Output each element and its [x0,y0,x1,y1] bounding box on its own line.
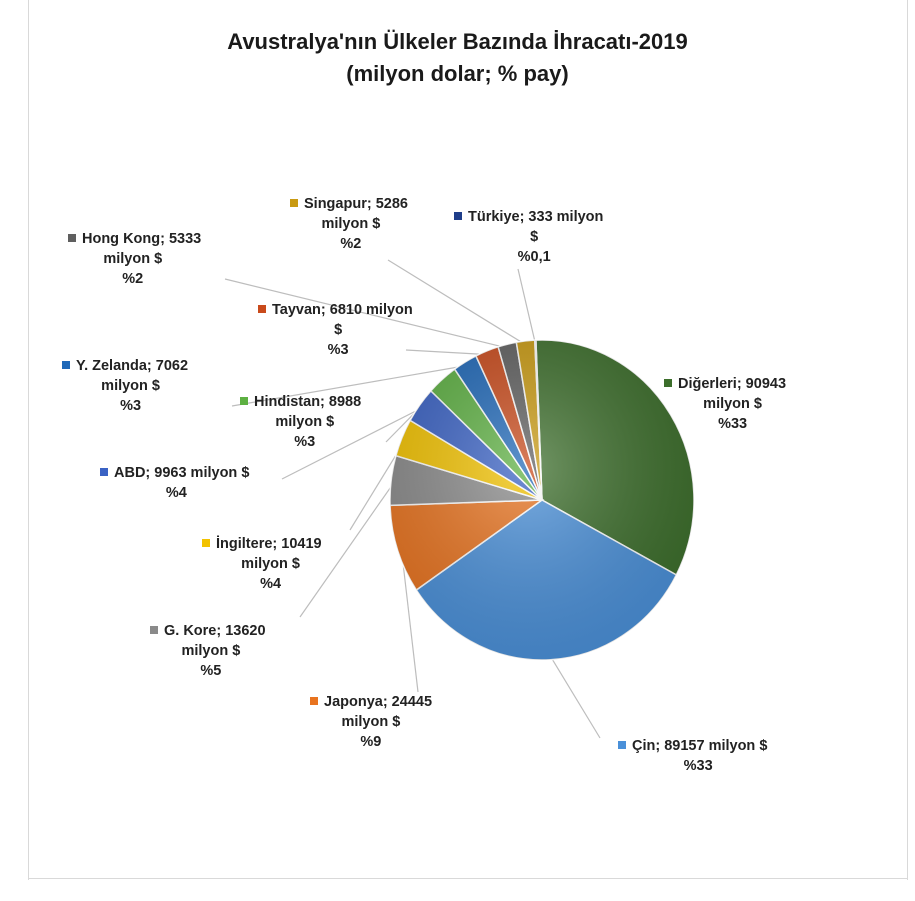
chart-subtitle: (milyon dolar; % pay) [346,61,569,86]
label-color-key-abd [100,468,108,476]
leader-line-g-kore [299,480,396,618]
slice-label-y-zelanda: Y. Zelanda; 7062 milyon $ %3 [76,358,188,414]
leader-line-cin [549,655,601,739]
leader-line-hong-kong [224,278,509,349]
slice-label-digerleri: Diğerleri; 90943 milyon $ %33 [678,376,786,432]
label-color-key-singapur [290,199,298,207]
label-color-key-hindistan [240,397,248,405]
label-color-key-digerleri [664,379,672,387]
leader-line-turkiye [517,268,537,345]
label-color-key-ingiltere [202,539,210,547]
slice-labels: Diğerleri; 90943 milyon $ %33 Çin; 89157 mi… [62,196,786,774]
slice-label-turkiye: Türkiye; 333 milyon $ %0,1 [468,209,603,265]
pie-slices [389,339,695,661]
leader-line-tayvan [405,349,489,356]
label-color-key-cin [618,741,626,749]
leader-line-singapur [387,259,527,346]
slice-label-tayvan: Tayvan; 6810 milyon $ %3 [272,302,413,358]
slice-label-japonya: Japonya; 24445 milyon $ %9 [324,694,432,750]
slice-label-g-kore: G. Kore; 13620 milyon $ %5 [164,623,266,679]
label-color-key-hong-kong [68,234,76,242]
label-color-key-tayvan [258,305,266,313]
chart-title: Avustralya'nın Ülkeler Bazında İhracatı-… [227,29,688,54]
frame-bottom-border [28,878,908,879]
slice-label-abd: ABD; 9963 milyon $ %4 [114,465,249,501]
label-color-key-g-kore [150,626,158,634]
label-color-key-y-zelanda [62,361,70,369]
slice-label-cin: Çin; 89157 milyon $ %33 [632,738,767,774]
slice-label-ingiltere: İngiltere; 10419 milyon $ %4 [216,535,322,592]
label-color-key-turkiye [454,212,462,220]
chart-title-block: Avustralya'nın Ülkeler Bazında İhracatı-… [0,26,915,90]
slice-label-singapur: Singapur; 5286 milyon $ %2 [304,196,408,252]
slice-label-hindistan: Hindistan; 8988 milyon $ %3 [254,394,361,450]
chart-frame [28,0,908,880]
label-color-key-japonya [310,697,318,705]
slice-label-hong-kong: Hong Kong; 5333 milyon $ %2 [82,231,201,287]
